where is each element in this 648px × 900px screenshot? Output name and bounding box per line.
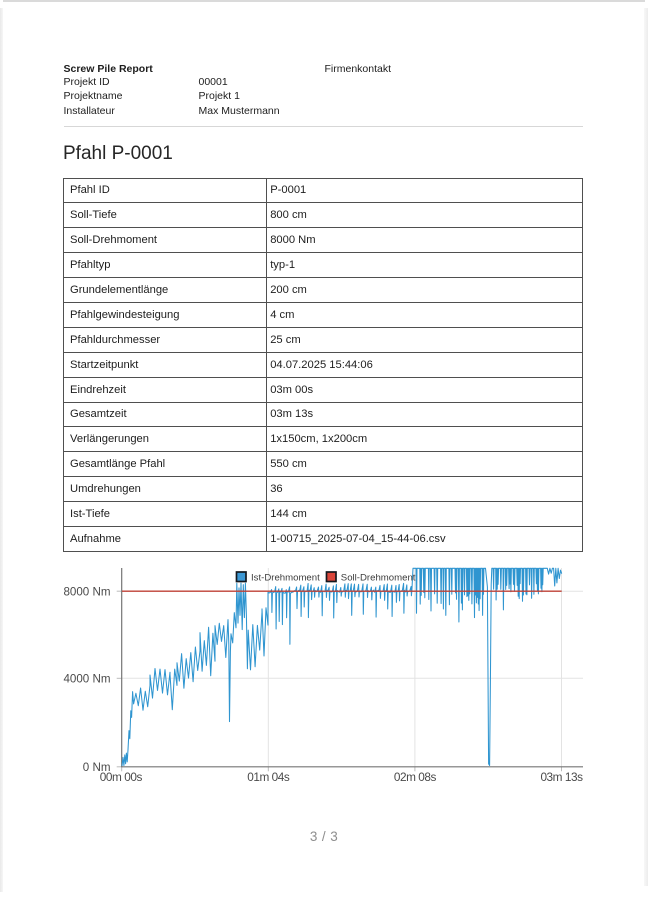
svg-text:0 Nm: 0 Nm [83, 761, 111, 774]
svg-text:00m 00s: 00m 00s [100, 770, 143, 784]
svg-text:8000 Nm: 8000 Nm [63, 585, 110, 598]
svg-text:03m 13s: 03m 13s [540, 770, 583, 784]
svg-text:02m 08s: 02m 08s [394, 770, 437, 784]
svg-text:Ist-Drehmoment: Ist-Drehmoment [251, 572, 320, 583]
svg-text:4000 Nm: 4000 Nm [63, 673, 110, 686]
svg-text:01m 04s: 01m 04s [247, 770, 290, 784]
svg-text:Soll-Drehmoment: Soll-Drehmoment [341, 572, 416, 583]
